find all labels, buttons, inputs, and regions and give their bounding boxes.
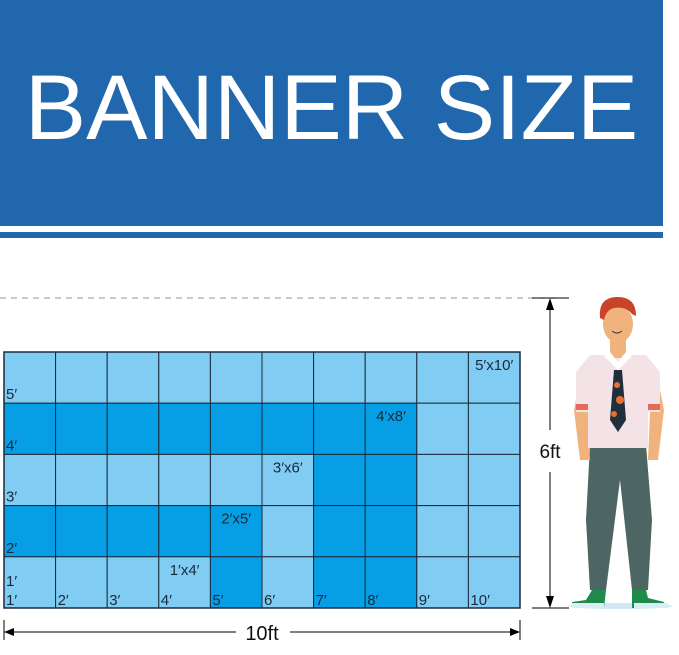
grid-cell (261, 505, 315, 558)
row-label: 3′ (6, 489, 17, 506)
grid-cell (467, 351, 521, 404)
grid-cell (106, 402, 160, 455)
arrow-up-icon (546, 298, 554, 310)
grid-cell (416, 453, 469, 507)
grid-cell (467, 556, 521, 609)
grid-cell (364, 556, 418, 609)
grid-cell (467, 402, 521, 455)
width-dimension: 10ft (3, 620, 521, 645)
row-label: 5′ (6, 386, 17, 403)
grid-cell (55, 505, 108, 558)
grid-cell (416, 402, 469, 455)
banner-stripe (0, 232, 663, 238)
arrow-down-icon (546, 596, 554, 608)
grid-cell (416, 505, 469, 558)
grid-cell (261, 402, 315, 455)
grid-cell (209, 402, 263, 455)
grid-cell (467, 505, 521, 558)
width-label: 10ft (245, 623, 279, 645)
size-label: 3′x6′ (273, 459, 303, 476)
column-label: 6′ (264, 592, 275, 609)
row-label: 1′ (6, 573, 17, 590)
grid-cell (416, 556, 469, 609)
size-label: 5′x10′ (475, 357, 513, 374)
grid-cell (158, 556, 211, 609)
banner-grid: 5′ 4′ 3′ 2′ 1′ 1′ 2′ 3′ 4′ 5′ 6′ 7′ 8′ 9′ 10′ 1′x4′ 2′x5… (3, 351, 521, 609)
grid-cell (158, 402, 211, 455)
column-label: 9′ (419, 592, 430, 609)
grid-cell (106, 351, 160, 404)
size-label: 2′x5′ (221, 511, 251, 528)
banner-title: BANNER SIZE (24, 57, 639, 159)
grid-cell (364, 453, 418, 507)
grid-cell (364, 351, 418, 404)
size-label: 4′x8′ (376, 408, 406, 425)
arrow-left-icon (4, 628, 14, 636)
grid-cell (158, 505, 211, 558)
column-label: 5′ (212, 592, 223, 609)
grid-cell (467, 453, 521, 507)
grid-cell (313, 556, 366, 609)
grid-cell (106, 453, 160, 507)
grid-cell (158, 351, 211, 404)
arrow-right-icon (510, 628, 520, 636)
grid-cell (55, 351, 108, 404)
grid-cell (55, 453, 108, 507)
row-label: 4′ (6, 437, 17, 454)
grid-cell (313, 453, 366, 507)
grid-cell (261, 351, 315, 404)
grid-cell (158, 453, 211, 507)
grid-cell (209, 505, 263, 558)
column-label: 2′ (58, 592, 69, 609)
column-label: 8′ (367, 592, 378, 609)
column-label: 1′ (6, 592, 17, 609)
grid-cell (261, 556, 315, 609)
grid-cell (313, 402, 366, 455)
column-label: 10′ (470, 592, 490, 609)
grid-cell (209, 453, 263, 507)
grid-cell (364, 505, 418, 558)
grid-cell (209, 556, 263, 609)
grid-cell (313, 351, 366, 404)
height-dimension: 6ft (532, 297, 569, 609)
grid-cell (416, 351, 469, 404)
row-label: 2′ (6, 540, 17, 557)
grid-cell (55, 402, 108, 455)
grid-cell (209, 351, 263, 404)
grid-border (3, 351, 521, 609)
column-label: 4′ (161, 592, 172, 609)
title-banner: BANNER SIZE (0, 0, 663, 226)
height-label: 6ft (539, 442, 561, 463)
size-label: 1′x4′ (170, 562, 200, 579)
standing-man-icon (568, 296, 672, 609)
column-label: 3′ (109, 592, 120, 609)
column-label: 7′ (316, 592, 327, 609)
grid-cell (106, 556, 160, 609)
grid-cell (313, 505, 366, 558)
grid-cell (106, 505, 160, 558)
